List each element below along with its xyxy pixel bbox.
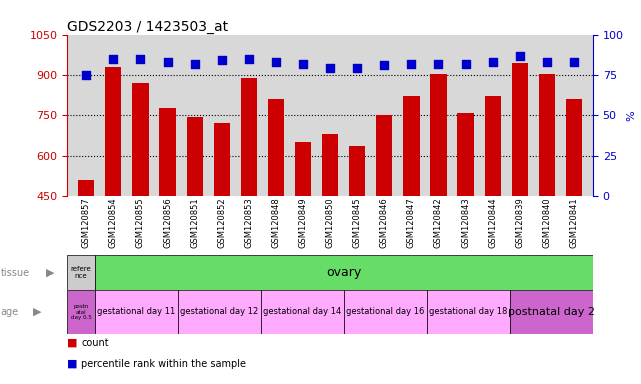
Point: [569, 59, 579, 65]
Text: gestational day 12: gestational day 12: [180, 308, 258, 316]
Text: age: age: [1, 307, 19, 317]
Point: [460, 61, 470, 67]
Point: [244, 56, 254, 62]
Text: ▶: ▶: [46, 268, 54, 278]
Bar: [510, 290, 593, 334]
Point: [379, 62, 390, 68]
Point: [162, 59, 172, 65]
Text: postn
atal
day 0.5: postn atal day 0.5: [71, 304, 92, 320]
Point: [352, 65, 362, 71]
Point: [515, 53, 525, 59]
Bar: [322, 134, 338, 317]
Y-axis label: %: %: [626, 110, 637, 121]
Bar: [178, 290, 261, 334]
Bar: [105, 67, 122, 317]
Text: percentile rank within the sample: percentile rank within the sample: [81, 359, 246, 369]
Bar: [512, 63, 528, 317]
Point: [298, 61, 308, 67]
Bar: [538, 74, 555, 317]
Bar: [458, 113, 474, 317]
Text: refere
nce: refere nce: [71, 266, 92, 279]
Bar: [295, 142, 311, 317]
Point: [81, 72, 92, 78]
Point: [488, 59, 498, 65]
Point: [108, 56, 119, 62]
Bar: [261, 290, 344, 334]
Text: gestational day 11: gestational day 11: [97, 308, 176, 316]
Bar: [160, 109, 176, 317]
Point: [406, 61, 417, 67]
Bar: [403, 96, 419, 317]
Text: gestational day 14: gestational day 14: [263, 308, 342, 316]
Text: GDS2203 / 1423503_at: GDS2203 / 1423503_at: [67, 20, 228, 33]
Point: [325, 65, 335, 71]
Bar: [95, 290, 178, 334]
Text: ■: ■: [67, 338, 78, 348]
Bar: [349, 146, 365, 317]
Bar: [78, 180, 94, 317]
Bar: [67, 255, 95, 290]
Bar: [187, 117, 203, 317]
Point: [271, 59, 281, 65]
Bar: [430, 74, 447, 317]
Bar: [132, 83, 149, 317]
Bar: [241, 78, 257, 317]
Point: [217, 57, 227, 63]
Bar: [485, 96, 501, 317]
Bar: [376, 115, 392, 317]
Bar: [427, 290, 510, 334]
Text: gestational day 16: gestational day 16: [346, 308, 424, 316]
Bar: [213, 123, 230, 317]
Text: postnatal day 2: postnatal day 2: [508, 307, 595, 317]
Point: [190, 61, 200, 67]
Bar: [67, 290, 95, 334]
Point: [542, 59, 552, 65]
Bar: [268, 99, 284, 317]
Bar: [566, 99, 582, 317]
Text: ▶: ▶: [33, 307, 41, 317]
Text: gestational day 18: gestational day 18: [429, 308, 508, 316]
Point: [135, 56, 146, 62]
Bar: [344, 290, 427, 334]
Point: [433, 61, 444, 67]
Text: count: count: [81, 338, 109, 348]
Text: ■: ■: [67, 359, 78, 369]
Text: ovary: ovary: [326, 266, 362, 279]
Text: tissue: tissue: [1, 268, 29, 278]
